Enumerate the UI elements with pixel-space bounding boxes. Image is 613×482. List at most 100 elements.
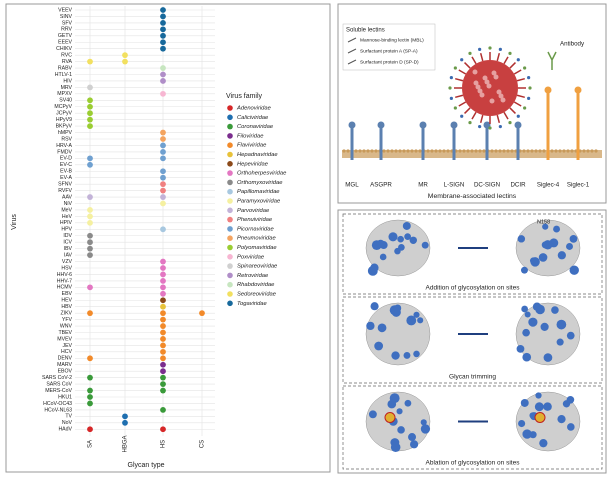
glycan-site — [409, 440, 419, 449]
lipid — [382, 149, 386, 153]
dot — [160, 381, 166, 387]
legend-label: Picornaviridae — [237, 226, 275, 232]
dot — [87, 232, 93, 239]
dot — [160, 129, 166, 136]
dot — [160, 303, 166, 310]
spike — [509, 107, 516, 114]
y-tick-label: SARS CoV — [46, 381, 72, 387]
lipid — [586, 149, 590, 153]
glycan-site — [522, 352, 532, 362]
lectin-head — [450, 121, 458, 129]
glycan-site — [529, 412, 536, 419]
lipid — [414, 149, 418, 153]
glycan-site — [557, 251, 566, 260]
y-tick-label: MERS-CoV — [45, 388, 72, 394]
dot — [87, 116, 93, 123]
y-tick-label: SV40 — [59, 98, 72, 104]
dot — [160, 368, 166, 375]
glycan-site — [366, 321, 375, 331]
dot — [160, 136, 166, 142]
dot — [87, 213, 93, 220]
dot — [87, 161, 93, 168]
dot — [87, 84, 93, 91]
y-tick-label: EV-C — [60, 162, 72, 168]
lipid — [594, 149, 598, 153]
y-tick-label: MeV — [61, 207, 72, 213]
y-tick-label: EV-A — [60, 175, 72, 181]
glycan-site — [553, 225, 561, 233]
glycan-site — [404, 233, 411, 240]
glycan-site — [522, 429, 532, 439]
lipid — [554, 149, 558, 153]
dot — [87, 123, 93, 129]
y-tick-label: CHIKV — [56, 46, 72, 52]
spike — [479, 53, 484, 62]
y-tick-label: AAV — [62, 194, 73, 200]
legend-label: Hepadnaviridae — [237, 152, 278, 158]
y-tick-label: IAV — [64, 252, 73, 258]
dot — [160, 7, 166, 13]
dot — [160, 348, 166, 355]
glycan-site — [569, 265, 579, 275]
y-tick-label: NoV — [62, 420, 73, 426]
spike — [455, 94, 464, 99]
lipid — [402, 149, 406, 153]
y-tick-label: EEEV — [58, 40, 72, 46]
panel-box — [342, 296, 603, 384]
y-tick-label: VEEV — [58, 7, 72, 13]
legend-label: Sedoreoviridae — [237, 292, 277, 298]
virion-spot — [472, 69, 478, 75]
lectin-head — [514, 121, 522, 129]
glycan — [449, 76, 453, 80]
dot — [160, 78, 166, 84]
dot — [199, 310, 205, 317]
lectin — [421, 125, 425, 160]
glycan-site — [541, 241, 549, 249]
y-tick-label: TBEV — [58, 330, 72, 336]
lipid — [558, 149, 562, 153]
lipid — [398, 149, 402, 153]
lectin-label: DCIR — [510, 182, 526, 189]
lipid — [390, 149, 394, 153]
lipid — [526, 149, 530, 153]
dot — [160, 278, 166, 284]
lipid — [510, 149, 514, 153]
lipid — [358, 149, 362, 153]
dot — [160, 329, 166, 336]
lipid — [366, 149, 370, 153]
legend-label: Papillomaviridae — [237, 189, 280, 195]
legend-label: Orthoherpesviridae — [237, 171, 287, 177]
lipid — [582, 149, 586, 153]
dot — [87, 97, 93, 104]
glycan — [478, 125, 482, 129]
y-axis-title: Virus — [11, 214, 18, 230]
panel-caption: Glycan trimming — [449, 374, 496, 381]
lipid — [426, 149, 430, 153]
legend-swatch — [227, 161, 233, 167]
glycan-site — [398, 243, 405, 251]
lipid — [462, 149, 466, 153]
lectin-head — [574, 86, 582, 94]
glycan — [488, 126, 492, 130]
virion-spot — [477, 88, 483, 94]
glycan-site — [409, 236, 417, 244]
panel-caption: Addition of glycosylation on sites — [426, 285, 521, 292]
glycan-site — [522, 328, 530, 337]
glycan-site — [535, 392, 542, 399]
glycan-site — [420, 419, 427, 426]
glycan-site — [540, 322, 549, 331]
lipid — [490, 149, 494, 153]
glycan-site — [551, 306, 559, 314]
virion-spot — [479, 92, 485, 98]
virion-spot — [482, 75, 488, 81]
legend-label: Coronaviridae — [237, 124, 274, 130]
spike — [464, 62, 471, 69]
dot — [160, 65, 166, 71]
spike — [471, 56, 477, 65]
glycan — [488, 46, 492, 50]
legend-label: Hepeviridae — [237, 161, 269, 167]
glycan-site — [393, 305, 402, 313]
legend-label: Flaviviridae — [237, 143, 267, 149]
y-tick-label: SINV — [60, 14, 73, 20]
